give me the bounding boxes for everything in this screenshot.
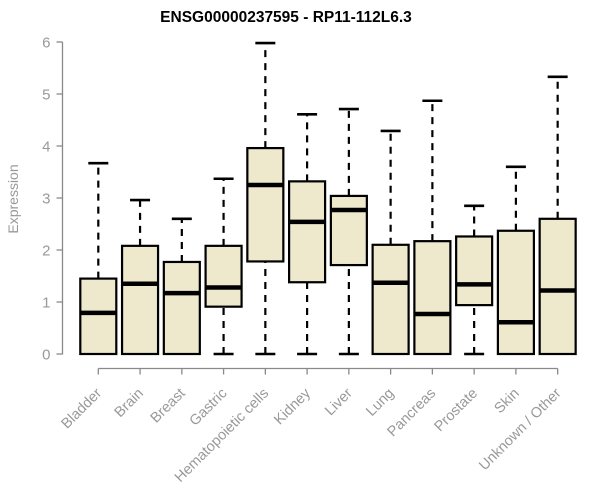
y-axis: 0 1 2 3 4 5 6	[42, 35, 64, 364]
box-kidney	[288, 112, 327, 356]
box-pancreas	[413, 99, 452, 356]
y-axis-title: Expression	[5, 164, 21, 233]
x-tick-label: Breast	[148, 386, 189, 427]
box-brain	[120, 198, 160, 356]
iqr-box	[246, 146, 285, 263]
iqr-box	[371, 243, 410, 356]
iqr-box	[162, 260, 201, 356]
box-prostate	[455, 204, 494, 356]
iqr-box	[120, 244, 160, 356]
x-tick-label: Prostate	[431, 386, 480, 435]
y-tick-label: 5	[42, 87, 50, 104]
iqr-box	[455, 235, 494, 307]
x-tick-label: Bladder	[58, 385, 105, 432]
box-unknown-other	[538, 75, 577, 356]
iqr-box	[496, 229, 535, 356]
x-tick-label: Lung	[363, 386, 397, 420]
x-tick-label: Brain	[112, 386, 147, 421]
x-tick-label: Skin	[491, 386, 522, 417]
y-tick-label: 0	[42, 347, 50, 364]
iqr-box	[329, 194, 368, 267]
y-tick-label: 2	[42, 243, 50, 260]
iqr-box	[413, 240, 452, 356]
box-liver	[329, 107, 368, 356]
boxplot-series	[79, 41, 577, 356]
x-tick-label: Liver	[322, 385, 356, 419]
box-bladder	[79, 161, 118, 356]
iqr-box	[538, 217, 577, 356]
box-breast	[162, 217, 201, 356]
box-gastric	[204, 177, 243, 356]
box-hematopoietic-cells	[246, 41, 285, 356]
y-tick-label: 3	[42, 191, 50, 208]
box-skin	[496, 165, 535, 356]
y-tick-label: 4	[42, 139, 50, 156]
y-tick-label: 1	[42, 295, 50, 312]
iqr-box	[288, 180, 327, 284]
iqr-box	[79, 277, 118, 356]
iqr-box	[204, 244, 243, 308]
x-tick-label: Kidney	[271, 385, 314, 428]
y-tick-label: 6	[42, 35, 50, 52]
chart-title: ENSG00000237595 - RP11-112L6.3	[160, 9, 412, 26]
box-lung	[371, 129, 410, 356]
